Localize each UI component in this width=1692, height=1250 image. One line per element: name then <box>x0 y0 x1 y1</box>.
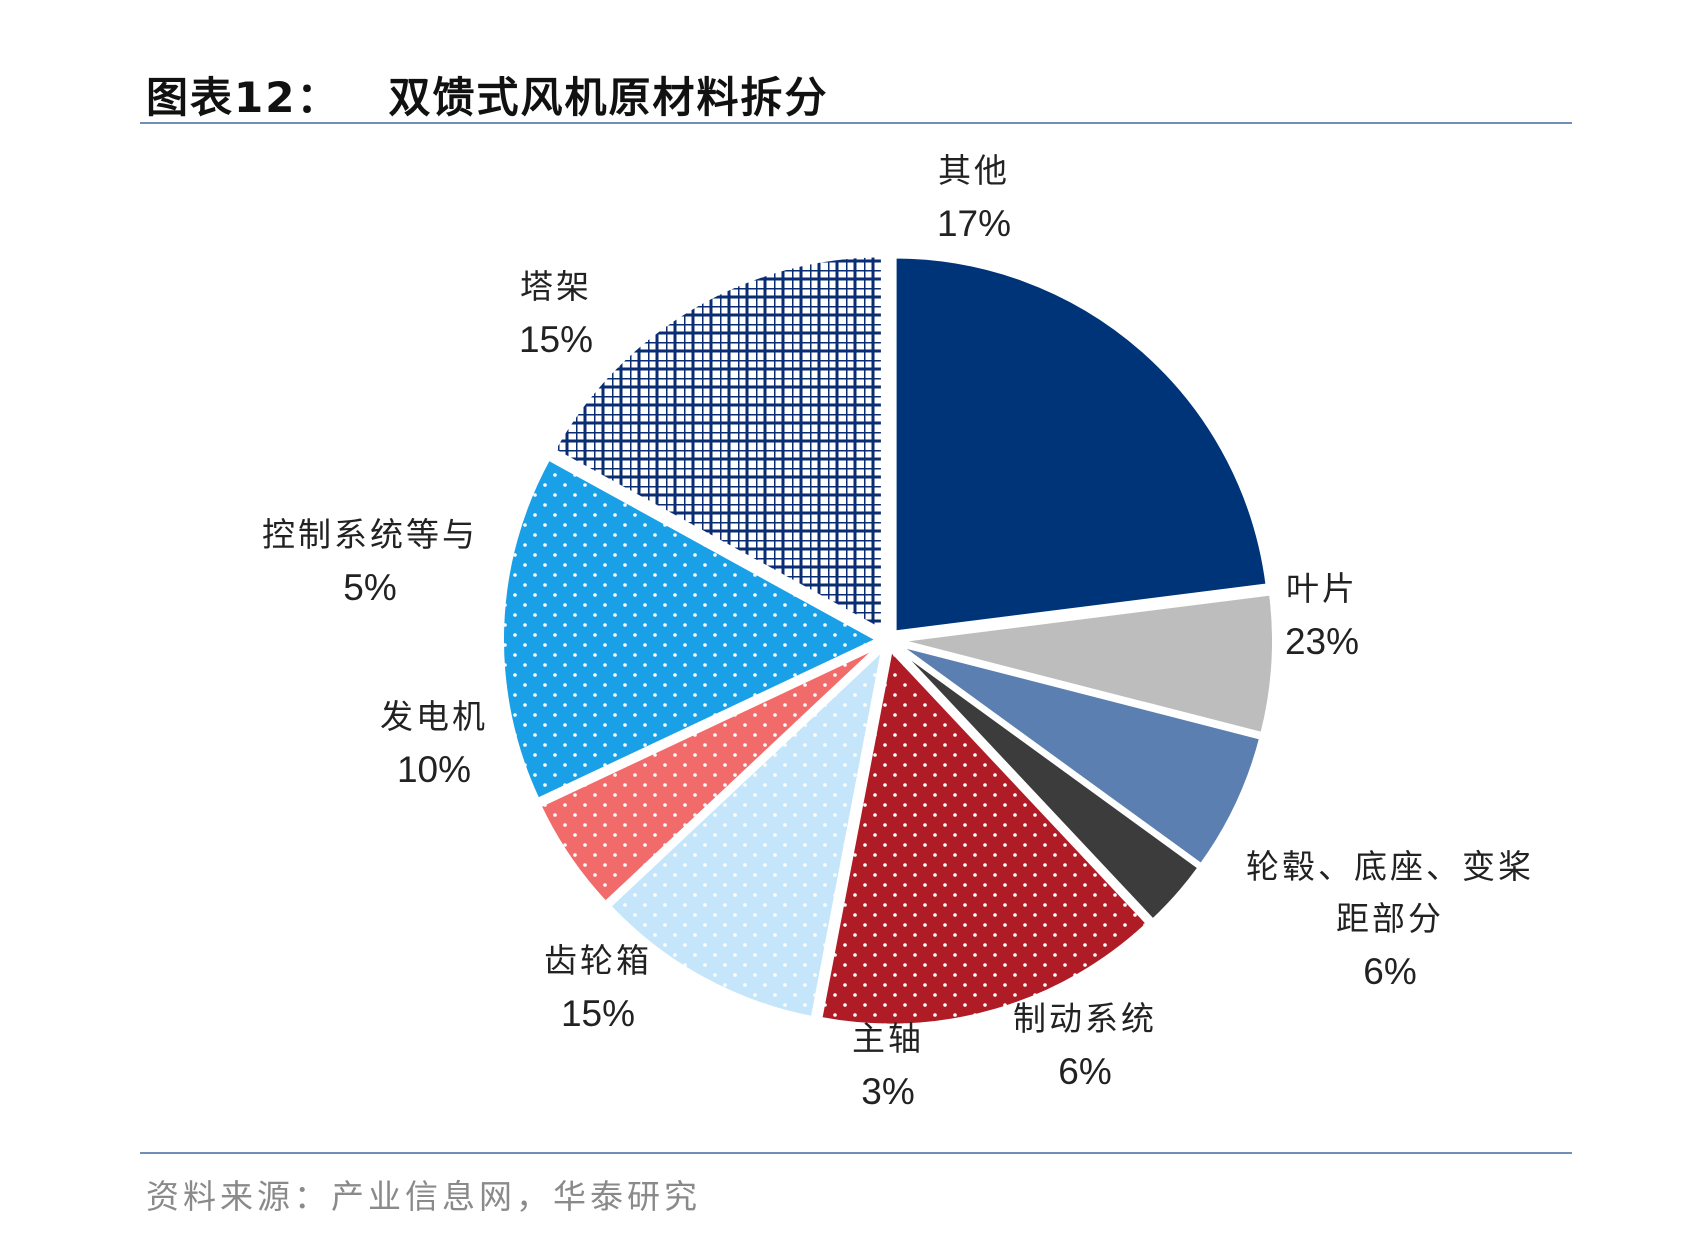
slice-label: 主轴 <box>852 1019 924 1058</box>
pie-slice <box>550 253 885 635</box>
footer-divider <box>140 1152 1572 1154</box>
source-note: 资料来源：产业信息网，华泰研究 <box>146 1177 701 1216</box>
pie-slice <box>500 455 883 803</box>
slice-value-label: 23% <box>1285 621 1359 662</box>
slice-label: 塔架 <box>520 267 592 306</box>
slice-value-label: 15% <box>519 319 593 360</box>
slice-value-label: 6% <box>1058 1051 1111 1092</box>
slice-value-label: 3% <box>861 1071 914 1112</box>
pie-slice <box>892 254 1270 635</box>
title-divider <box>140 122 1572 124</box>
slice-value-label: 17% <box>937 203 1011 244</box>
slice-label: 轮毂、底座、变桨 <box>1246 847 1534 886</box>
slice-label: 叶片 <box>1286 569 1358 608</box>
pie-slice <box>536 643 882 906</box>
slice-label: 制动系统 <box>1013 999 1157 1038</box>
slice-value-label: 5% <box>343 567 396 608</box>
figure-number: 图表12： <box>146 73 341 122</box>
pie-slice <box>895 642 1264 869</box>
page-title: 图表12： 双馈式风机原材料拆分 <box>146 64 828 125</box>
slice-label: 其他 <box>938 151 1010 190</box>
pie-slices <box>500 253 1276 1028</box>
pie-slice <box>897 591 1276 737</box>
slice-label: 控制系统等与 <box>262 515 478 554</box>
pie-slice <box>606 643 887 1021</box>
slice-label: 发电机 <box>380 697 488 736</box>
slice-label: 距部分 <box>1336 899 1444 938</box>
pie-slice <box>894 644 1203 924</box>
slice-value-label: 6% <box>1363 951 1416 992</box>
pie-slice <box>817 645 1152 1028</box>
slice-value-label: 15% <box>561 993 635 1034</box>
slice-value-label: 10% <box>397 749 471 790</box>
slice-label: 齿轮箱 <box>544 941 652 980</box>
chart-title: 双馈式风机原材料拆分 <box>388 73 829 122</box>
